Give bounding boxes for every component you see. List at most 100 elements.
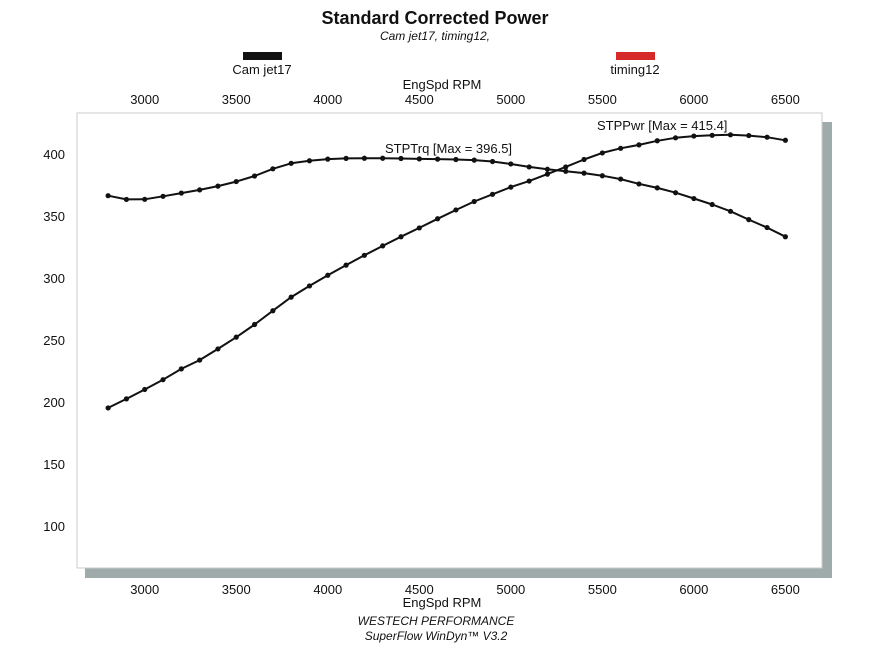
stptrq-point [599, 173, 605, 179]
stptrq-point [526, 164, 532, 170]
stppwr-point [563, 164, 569, 170]
stptrq-point [618, 176, 624, 182]
stptrq-point [361, 155, 367, 161]
stptrq-point [160, 193, 166, 199]
stppwr-point [343, 262, 349, 268]
stppwr-point [361, 252, 367, 258]
stptrq-point [782, 234, 788, 240]
stptrq-point [746, 217, 752, 223]
stppwr-point [709, 132, 715, 138]
stppwr-point [142, 386, 148, 393]
y-tick-label: 250 [43, 333, 65, 348]
stppwr-point [251, 321, 258, 328]
y-tick-label: 300 [43, 271, 65, 286]
stptrq-point [672, 190, 679, 196]
stppwr-point [746, 132, 752, 139]
stptrq-point [197, 187, 203, 193]
x-tick-label-top: 4000 [313, 92, 342, 107]
stptrq-point [233, 178, 239, 185]
footer-line1: WESTECH PERFORMANCE [358, 614, 516, 628]
stptrq-point [105, 193, 111, 199]
stptrq-point [489, 158, 496, 165]
x-tick-label-bottom: 4000 [313, 582, 342, 597]
series-group [105, 132, 788, 411]
stppwr-point [178, 366, 184, 372]
legend-label-timing12: timing12 [610, 62, 659, 77]
stppwr-point [416, 225, 422, 231]
stptrq-point [654, 185, 660, 191]
stppwr-point [672, 135, 679, 141]
x-ticks-top: 3000 3500 4000 4500 5000 5500 6000 6500 [130, 92, 800, 107]
stptrq-point [709, 201, 715, 208]
x-tick-label-top: 5000 [496, 92, 525, 107]
y-tick-label: 350 [43, 209, 65, 224]
x-tick-label-top: 3000 [130, 92, 159, 107]
stptrq-point [636, 181, 642, 187]
y-tick-label: 100 [43, 519, 65, 534]
stptrq-point [453, 156, 459, 163]
stptrq-point [142, 196, 148, 202]
stppwr-point [306, 283, 313, 289]
stppwr-point [453, 207, 459, 213]
chart-title: Standard Corrected Power [321, 8, 548, 28]
stppwr-point [435, 216, 441, 222]
x-tick-label-bottom: 3500 [222, 582, 251, 597]
stppwr-point [160, 377, 166, 383]
stptrq-point [270, 166, 276, 172]
x-tick-label-top: 3500 [222, 92, 251, 107]
stppwr-point [782, 137, 788, 143]
chart-subtitle: Cam jet17, timing12, [380, 29, 490, 43]
stppwr-point [197, 357, 203, 363]
stppwr-point [398, 234, 404, 240]
stptrq-point [325, 156, 331, 162]
stptrq-point [178, 190, 184, 196]
stppwr-point [105, 405, 111, 411]
power-max-annotation: STPPwr [Max = 415.4] [597, 118, 727, 133]
x-tick-label-bottom: 5000 [496, 582, 525, 597]
stppwr-point [215, 346, 221, 352]
stptrq-point [581, 170, 587, 176]
stptrq-point [435, 156, 441, 162]
y-tick-label: 200 [43, 395, 65, 410]
stptrq-point [288, 160, 294, 166]
stptrq-point [416, 156, 422, 162]
stppwr-point [636, 142, 642, 148]
stptrq-point [380, 155, 386, 161]
stppwr-point [581, 156, 587, 163]
stptrq-point [306, 158, 313, 164]
frame-shadow-right [822, 122, 832, 578]
x-tick-label-bottom: 6000 [679, 582, 708, 597]
x-tick-label-bottom: 3000 [130, 582, 159, 597]
stppwr-point [325, 272, 331, 278]
stppwr-point [380, 243, 386, 249]
stptrq-point [343, 155, 349, 161]
stppwr-point [526, 178, 532, 184]
stptrq-point [727, 208, 734, 214]
stppwr-point [618, 145, 624, 151]
stppwr-point [544, 171, 551, 177]
x-tick-label-top: 4500 [405, 92, 434, 107]
stppwr-point [123, 396, 130, 402]
stptrq-line [107, 157, 786, 238]
stppwr-point [654, 138, 660, 144]
stptrq-point [508, 161, 514, 167]
stppwr-line [107, 133, 786, 409]
stptrq-point [251, 173, 258, 179]
stptrq-point [471, 157, 477, 163]
x-tick-label-bottom: 5500 [588, 582, 617, 597]
x-tick-label-top: 5500 [588, 92, 617, 107]
stppwr-point [489, 191, 496, 197]
stptrq-point [764, 224, 770, 231]
stptrq-point [215, 183, 221, 189]
y-ticks: 100 150 200 250 300 350 400 [43, 147, 65, 534]
stppwr-point [233, 334, 239, 340]
legend-swatch-cam-jet17 [243, 52, 282, 60]
stppwr-point [727, 132, 734, 138]
plot-area [76, 112, 823, 569]
stppwr-point [270, 308, 276, 314]
stppwr-point [288, 294, 294, 300]
stptrq-point [563, 168, 569, 174]
stppwr-point [471, 198, 477, 205]
x-axis-label-bottom: EngSpd RPM [403, 595, 482, 610]
